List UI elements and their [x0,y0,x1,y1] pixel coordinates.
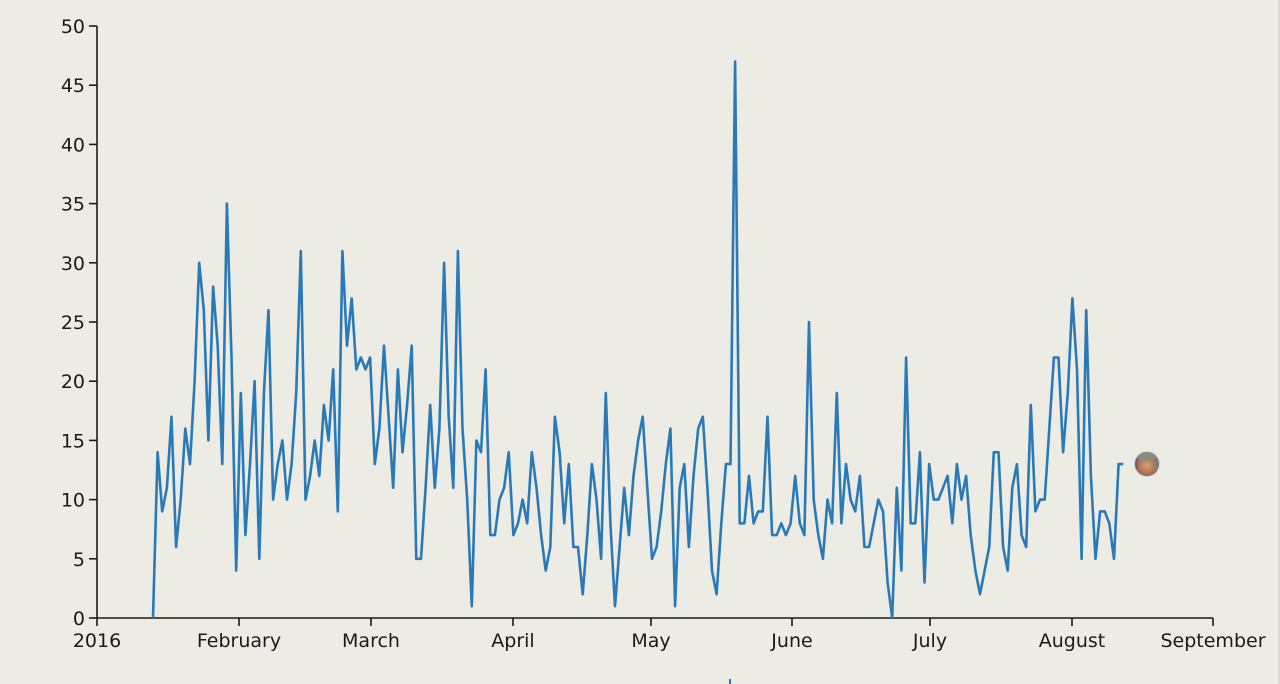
x-axis: 2016 February March April May June July August S… [73,617,1266,652]
y-tick-label: 0 [73,608,85,630]
y-tick-label: 20 [61,371,85,393]
x-tick-label: June [770,630,812,652]
x-tick-label: July [912,630,947,652]
x-tick-label: September [1160,630,1265,652]
y-tick-label: 5 [73,549,85,571]
y-tick-label: 10 [61,490,85,512]
y-tick-label: 25 [61,312,85,334]
x-tick-label: February [197,630,281,652]
y-tick-label: 40 [61,134,85,156]
x-tick-label: April [491,630,534,652]
y-tick-label: 50 [61,16,85,38]
y-tick-label: 30 [61,253,85,275]
page-edge [1278,0,1280,684]
x-tick-label: 2016 [73,630,121,652]
next-chart-mark [729,679,731,684]
x-tick-label: May [631,630,670,652]
y-axis: 0 5 10 15 20 25 30 35 40 45 50 [61,16,98,630]
x-tick-label: August [1039,630,1106,652]
y-tick-label: 35 [61,194,85,216]
candidate-avatar-icon[interactable] [1134,449,1160,477]
daily-count-line [151,60,1124,620]
x-tick-label: March [342,630,400,652]
y-tick-label: 15 [61,430,85,452]
y-tick-label: 45 [61,75,85,97]
